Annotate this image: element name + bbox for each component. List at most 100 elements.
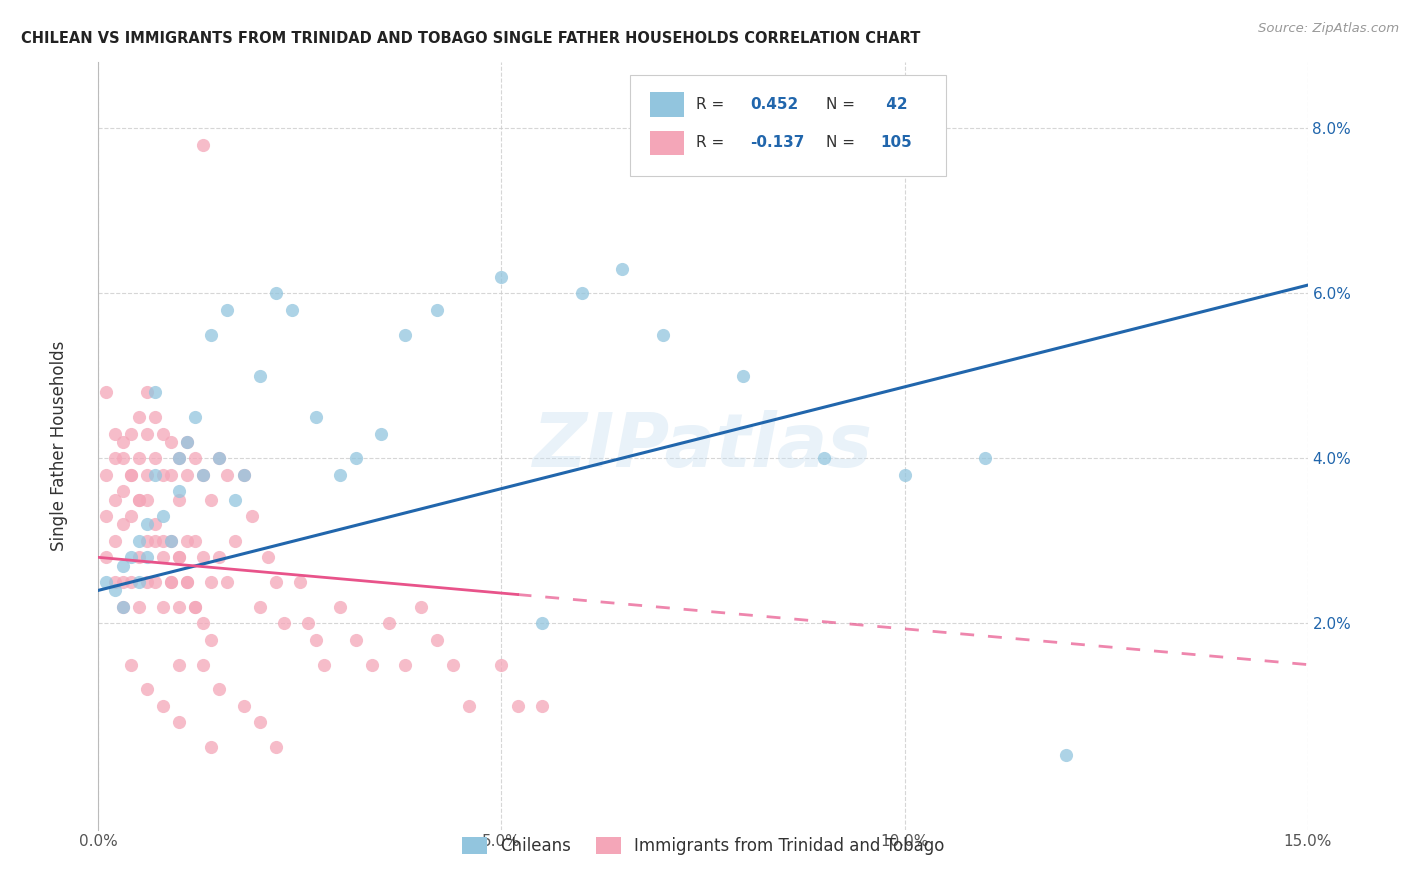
- Point: [208, 451, 231, 466]
- Point: [135, 533, 157, 548]
- Point: [135, 550, 157, 565]
- Point: [1054, 748, 1077, 763]
- Point: [249, 368, 271, 383]
- Point: [160, 533, 183, 548]
- Text: N =: N =: [827, 97, 860, 112]
- Point: [217, 302, 239, 317]
- Point: [200, 327, 222, 342]
- Point: [135, 385, 157, 400]
- Point: [120, 657, 142, 672]
- Point: [612, 261, 634, 276]
- Text: R =: R =: [696, 97, 728, 112]
- Point: [160, 575, 183, 590]
- Point: [305, 632, 328, 647]
- Point: [111, 434, 134, 449]
- Point: [176, 467, 198, 482]
- Point: [184, 451, 207, 466]
- Point: [733, 368, 755, 383]
- Point: [152, 533, 174, 548]
- Point: [506, 698, 529, 713]
- Point: [426, 302, 449, 317]
- Point: [491, 657, 513, 672]
- Point: [143, 467, 166, 482]
- Text: R =: R =: [696, 136, 728, 151]
- Point: [530, 698, 553, 713]
- Point: [152, 550, 174, 565]
- Point: [344, 451, 367, 466]
- Point: [193, 467, 215, 482]
- Legend: Chileans, Immigrants from Trinidad and Tobago: Chileans, Immigrants from Trinidad and T…: [453, 829, 953, 863]
- Point: [135, 467, 157, 482]
- Point: [232, 467, 254, 482]
- Point: [974, 451, 997, 466]
- Point: [193, 550, 215, 565]
- Point: [176, 434, 198, 449]
- Point: [96, 467, 118, 482]
- Point: [143, 517, 166, 532]
- Point: [111, 451, 134, 466]
- Point: [111, 517, 134, 532]
- Point: [143, 575, 166, 590]
- Point: [128, 575, 150, 590]
- Point: [329, 467, 352, 482]
- Point: [111, 484, 134, 499]
- Point: [103, 451, 125, 466]
- Point: [193, 137, 215, 152]
- Point: [893, 467, 915, 482]
- Point: [160, 434, 183, 449]
- Point: [167, 484, 190, 499]
- Point: [193, 616, 215, 631]
- Text: Source: ZipAtlas.com: Source: ZipAtlas.com: [1258, 22, 1399, 36]
- Point: [240, 509, 263, 524]
- Point: [128, 492, 150, 507]
- Point: [160, 575, 183, 590]
- Point: [232, 698, 254, 713]
- Point: [441, 657, 464, 672]
- Point: [361, 657, 384, 672]
- Point: [160, 467, 183, 482]
- Point: [200, 740, 222, 755]
- Point: [305, 410, 328, 425]
- Point: [200, 492, 222, 507]
- Point: [128, 492, 150, 507]
- Point: [135, 517, 157, 532]
- Point: [111, 558, 134, 573]
- Point: [96, 385, 118, 400]
- Point: [249, 715, 271, 730]
- Point: [120, 550, 142, 565]
- Text: ZIPatlas: ZIPatlas: [533, 409, 873, 483]
- Point: [224, 492, 246, 507]
- Point: [184, 410, 207, 425]
- Point: [184, 533, 207, 548]
- Point: [143, 533, 166, 548]
- Point: [111, 575, 134, 590]
- Point: [571, 286, 593, 301]
- Point: [193, 467, 215, 482]
- Point: [370, 426, 392, 441]
- Point: [491, 269, 513, 284]
- Point: [314, 657, 336, 672]
- Point: [297, 616, 319, 631]
- Point: [143, 451, 166, 466]
- Point: [111, 599, 134, 614]
- Point: [143, 385, 166, 400]
- Point: [167, 451, 190, 466]
- Point: [120, 509, 142, 524]
- Point: [409, 599, 432, 614]
- Point: [813, 451, 835, 466]
- Text: 105: 105: [880, 136, 912, 151]
- Bar: [650, 93, 683, 117]
- Text: N =: N =: [827, 136, 860, 151]
- Point: [167, 451, 190, 466]
- Point: [273, 616, 295, 631]
- Point: [224, 533, 246, 548]
- Point: [103, 533, 125, 548]
- Bar: [650, 131, 683, 155]
- Point: [128, 533, 150, 548]
- Point: [184, 599, 207, 614]
- Point: [167, 550, 190, 565]
- Point: [167, 657, 190, 672]
- Point: [128, 599, 150, 614]
- Point: [167, 599, 190, 614]
- Point: [167, 715, 190, 730]
